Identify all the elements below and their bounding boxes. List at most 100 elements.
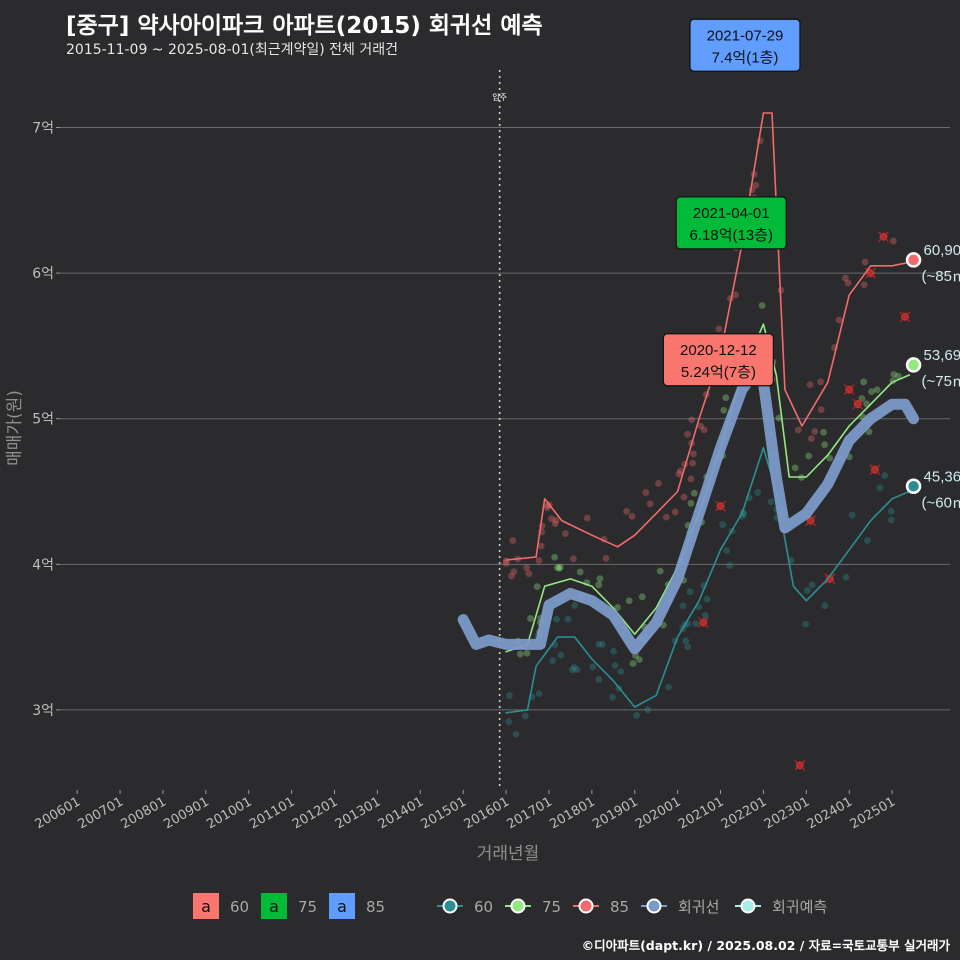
transaction-dot xyxy=(841,274,849,282)
transaction-dot xyxy=(754,489,762,496)
transaction-dot xyxy=(821,441,829,449)
cancelled-x-icon xyxy=(843,384,855,396)
transaction-dot xyxy=(894,372,902,380)
transaction-dot xyxy=(722,394,730,402)
x-tick-label: 200901 xyxy=(161,794,211,832)
transaction-dot xyxy=(595,640,603,648)
transaction-dot xyxy=(865,428,873,436)
legend-badge-letter: a xyxy=(337,897,347,916)
transaction-dot xyxy=(569,666,576,674)
x-tick-label: 200601 xyxy=(33,794,83,832)
transaction-dot xyxy=(555,564,563,572)
transaction-dot xyxy=(684,430,691,438)
legend-point-swatch xyxy=(510,898,526,914)
transaction-dot xyxy=(571,601,579,609)
legend-badge-swatch xyxy=(261,893,287,919)
transaction-dot xyxy=(523,564,531,572)
annotation-box-60 xyxy=(662,333,774,387)
transaction-dot xyxy=(680,493,688,501)
transaction-dot xyxy=(551,520,559,528)
legend-line-label: 75 xyxy=(542,898,561,916)
endpoint-area: (~75㎡) xyxy=(922,373,960,390)
cancelled-x-icon xyxy=(852,398,864,410)
endpoint-value: 60,907 xyxy=(924,242,960,259)
annotation-box-75 xyxy=(675,196,787,250)
transaction-dot xyxy=(794,426,802,434)
annotation-value: 6.18억(13층) xyxy=(690,227,773,244)
x-tick-label: 202501 xyxy=(848,794,898,832)
transaction-dot xyxy=(553,564,561,571)
y-tick-label: 4억 xyxy=(32,557,54,573)
x-tick-label: 201801 xyxy=(547,794,597,832)
transaction-dot xyxy=(805,452,813,460)
source-footer: ©디아파트(dapt.kr) / 2025.08.02 / 자료=국토교통부 실… xyxy=(581,938,950,953)
x-tick-label: 201901 xyxy=(590,794,640,832)
transaction-dot xyxy=(842,573,850,581)
transaction-dot xyxy=(720,406,728,414)
legend-point-swatch xyxy=(578,898,594,914)
x-tick-label: 202101 xyxy=(676,794,726,832)
transaction-dot xyxy=(521,712,529,720)
legend-badge-swatch xyxy=(329,893,355,919)
x-tick-label: 201201 xyxy=(290,794,340,832)
annotation-date: 2020-12-12 xyxy=(680,342,757,359)
transaction-dot xyxy=(642,489,650,496)
peak-annotations: 2021-07-29 7.4억(1층) 2021-04-01 6.18억(13층) 20… xyxy=(662,18,801,387)
transaction-dot xyxy=(662,513,670,521)
transaction-dot xyxy=(583,514,591,522)
transaction-dot xyxy=(561,530,569,537)
transaction-dot xyxy=(802,620,810,628)
transaction-dot xyxy=(701,612,709,619)
transaction-dot xyxy=(551,553,558,561)
cancelled-x-icon xyxy=(869,464,881,476)
transaction-dot xyxy=(611,662,619,669)
legend-line-label: 회귀선 xyxy=(678,898,719,916)
transaction-dot xyxy=(687,475,695,483)
transaction-dot xyxy=(505,718,513,726)
x-tick-label: 202301 xyxy=(762,794,812,832)
transaction-dot xyxy=(527,615,534,622)
transaction-dot xyxy=(512,730,520,738)
x-axis-ticks: 2006012007012008012009012010012011012012… xyxy=(33,790,898,832)
transaction-dot xyxy=(549,657,557,664)
transaction-dot xyxy=(808,581,816,589)
transaction-dot xyxy=(686,588,694,596)
transaction-dot xyxy=(732,291,740,299)
cancelled-x-icon xyxy=(878,231,889,243)
transaction-dot xyxy=(595,676,603,683)
y-tick-label: 7억 xyxy=(32,121,54,137)
legend-badge-label: 75 xyxy=(298,898,317,916)
y-tick-label: 6억 xyxy=(32,266,54,282)
transaction-dot xyxy=(614,604,621,611)
endpoint-marker-85 xyxy=(905,252,922,268)
cancelled-x-icon xyxy=(715,500,726,512)
transaction-dot xyxy=(644,706,652,714)
transaction-dot xyxy=(758,302,766,309)
transaction-dot xyxy=(617,668,625,675)
transaction-dot xyxy=(723,547,731,554)
transaction-dot xyxy=(876,484,884,492)
y-tick-label: 3억 xyxy=(32,703,54,719)
transaction-dot xyxy=(671,508,679,516)
transaction-dot xyxy=(557,651,565,659)
endpoint-area: (~60㎡) xyxy=(922,494,960,511)
transaction-dot xyxy=(596,575,604,583)
transaction-dot xyxy=(677,467,684,475)
endpoint-value: 45,361 xyxy=(924,468,960,485)
transaction-dot xyxy=(700,426,708,434)
transaction-dot xyxy=(890,371,898,378)
transaction-dot xyxy=(844,279,852,287)
legend-point-swatch xyxy=(646,898,662,914)
legend-line-label: 회귀예측 xyxy=(772,898,827,916)
x-tick-label: 201601 xyxy=(462,794,512,832)
annotation-value: 7.4억(1층) xyxy=(712,49,779,66)
x-tick-label: 201501 xyxy=(419,794,469,832)
transaction-dot xyxy=(623,507,630,515)
transaction-dot xyxy=(633,711,640,719)
transaction-dot xyxy=(881,472,889,479)
y-axis-ticks: 3억 4억 5억 6억 7억 xyxy=(32,121,60,719)
transaction-dot xyxy=(684,643,692,651)
transaction-dot xyxy=(533,583,541,591)
cancelled-x-icon xyxy=(899,311,911,323)
x-tick-label: 201401 xyxy=(376,794,426,832)
